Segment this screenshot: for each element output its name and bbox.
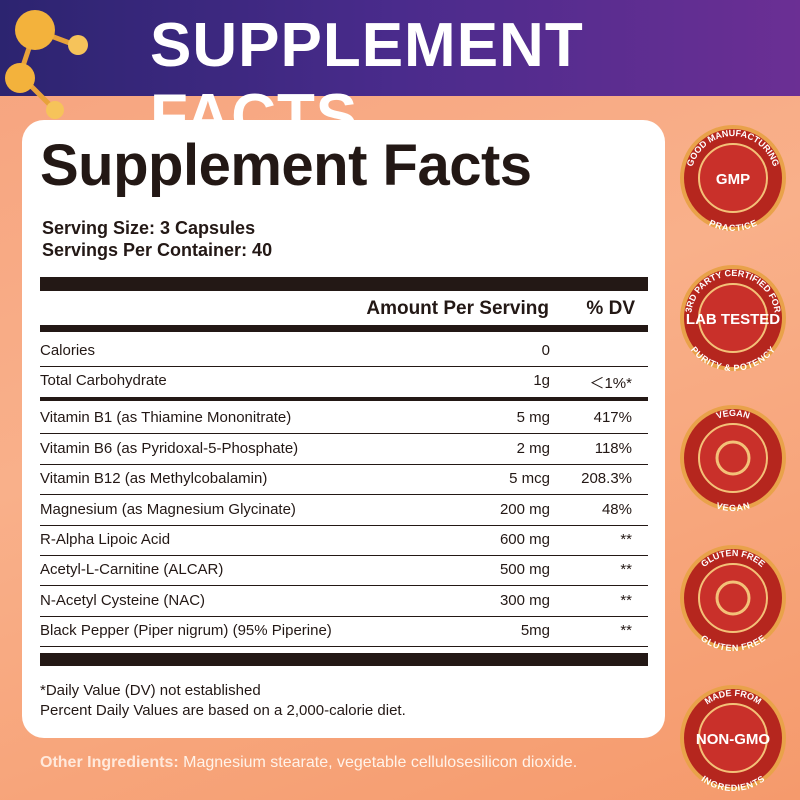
badge-icon <box>715 580 751 616</box>
daily-value: ** <box>620 622 632 639</box>
banner-title: SUPPLEMENT FACTS <box>150 11 584 151</box>
facts-row: Vitamin B12 (as Methylcobalamin) 5 mcg 208… <box>40 464 648 495</box>
daily-value: 48% <box>601 501 632 518</box>
nutrient-name: Vitamin B1 (as Thiamine Mononitrate) <box>40 409 292 426</box>
banner: SUPPLEMENT FACTS <box>0 0 800 151</box>
facts-row: Magnesium (as Magnesium Glycinate) 200 mg… <box>40 495 648 526</box>
footnote: Percent Daily Values are based on a 2,00… <box>40 702 406 719</box>
badge-icon <box>715 440 751 476</box>
amount: 5 mg <box>516 409 550 426</box>
daily-value: 118% <box>594 440 632 457</box>
nutrient-name: Magnesium (as Magnesium Glycinate) <box>40 501 296 518</box>
badge-inner <box>698 423 768 493</box>
thick-rule <box>40 277 648 291</box>
facts-row: Acetyl-L-Carnitine (ALCAR) 500 mg ** <box>40 555 648 586</box>
nutrient-name: Vitamin B12 (as Methylcobalamin) <box>40 470 268 487</box>
amount: 0 <box>541 342 550 359</box>
footnote: *Daily Value (DV) not established <box>40 682 261 699</box>
amount: 1g <box>533 372 550 389</box>
daily-value: ** <box>620 592 632 609</box>
facts-panel: Supplement Facts Serving Size: 3 Capsule… <box>22 120 665 738</box>
molecule-decoration <box>5 10 88 119</box>
facts-row: Black Pepper (Piper nigrum) (95% Piperin… <box>40 616 648 647</box>
facts-row: R-Alpha Lipoic Acid 600 mg ** <box>40 525 648 556</box>
badge-center: NON-GMO <box>696 731 770 748</box>
nutrient-name: Acetyl-L-Carnitine (ALCAR) <box>40 561 224 578</box>
other-text: Magnesium stearate, vegetable celluloses… <box>183 754 578 771</box>
badge-inner <box>698 563 768 633</box>
badge-bottom-text: VEGAN <box>715 501 751 514</box>
daily-value: 417% <box>593 409 632 426</box>
badge-bottom-text: PRACTICE <box>707 218 758 233</box>
servings-per-container: Servings Per Container: 40 <box>42 240 273 260</box>
amount: 5mg <box>520 622 550 639</box>
badge-bottom-text: PRACTICE <box>707 218 758 233</box>
facts-row: Vitamin B1 (as Thiamine Mononitrate) 5 mg… <box>40 403 648 434</box>
badge-top-text: VEGAN <box>715 408 751 421</box>
nutrient-name: N-Acetyl Cysteine (NAC) <box>40 592 206 609</box>
nutrient-name: Total Carbohydrate <box>40 372 167 389</box>
other-ingredients: Other Ingredients: Magnesium stearate, v… <box>40 754 577 772</box>
medium-rule <box>40 325 648 332</box>
facts-row: Total Carbohydrate 1g ＜1%* <box>40 366 648 401</box>
dv-header: % DV <box>586 298 635 319</box>
badge: VEGAN VEGAN <box>680 405 786 514</box>
daily-value: ＜1%* <box>589 375 632 392</box>
thick-rule <box>40 653 648 666</box>
badge-center: LAB TESTED <box>686 311 780 328</box>
serving-size: Serving Size: 3 Capsules <box>42 218 256 238</box>
facts-row: N-Acetyl Cysteine (NAC) 300 mg ** <box>40 586 648 617</box>
amount: 300 mg <box>499 592 550 609</box>
badge-inner <box>698 143 768 213</box>
panel-title: Supplement Facts <box>40 133 532 198</box>
amount: 600 mg <box>499 531 550 548</box>
facts-row: Calories 0 <box>40 336 648 367</box>
amount: 2 mg <box>516 440 550 457</box>
badge-inner <box>698 703 768 773</box>
amount: 5 mcg <box>509 470 550 487</box>
amount: 500 mg <box>499 561 550 578</box>
badge-inner <box>698 283 768 353</box>
facts-row: Vitamin B6 (as Pyridoxal-5-Phosphate) 2 m… <box>40 434 648 465</box>
badge-top-text: VEGAN <box>715 408 751 421</box>
daily-value: ** <box>620 531 632 548</box>
other-label: Other Ingredients: <box>40 754 179 771</box>
nutrient-name: Black Pepper (Piper nigrum) (95% Piperin… <box>40 622 332 639</box>
badge-bottom-text: VEGAN <box>715 501 751 514</box>
nutrient-name: Calories <box>40 342 96 359</box>
badge-center: GMP <box>716 171 750 188</box>
nutrient-name: R-Alpha Lipoic Acid <box>40 531 171 548</box>
amount-header: Amount Per Serving <box>366 298 549 319</box>
nutrient-name: Vitamin B6 (as Pyridoxal-5-Phosphate) <box>40 440 299 457</box>
daily-value: 208.3% <box>581 470 632 487</box>
amount: 200 mg <box>499 501 550 518</box>
daily-value: ** <box>620 561 632 578</box>
